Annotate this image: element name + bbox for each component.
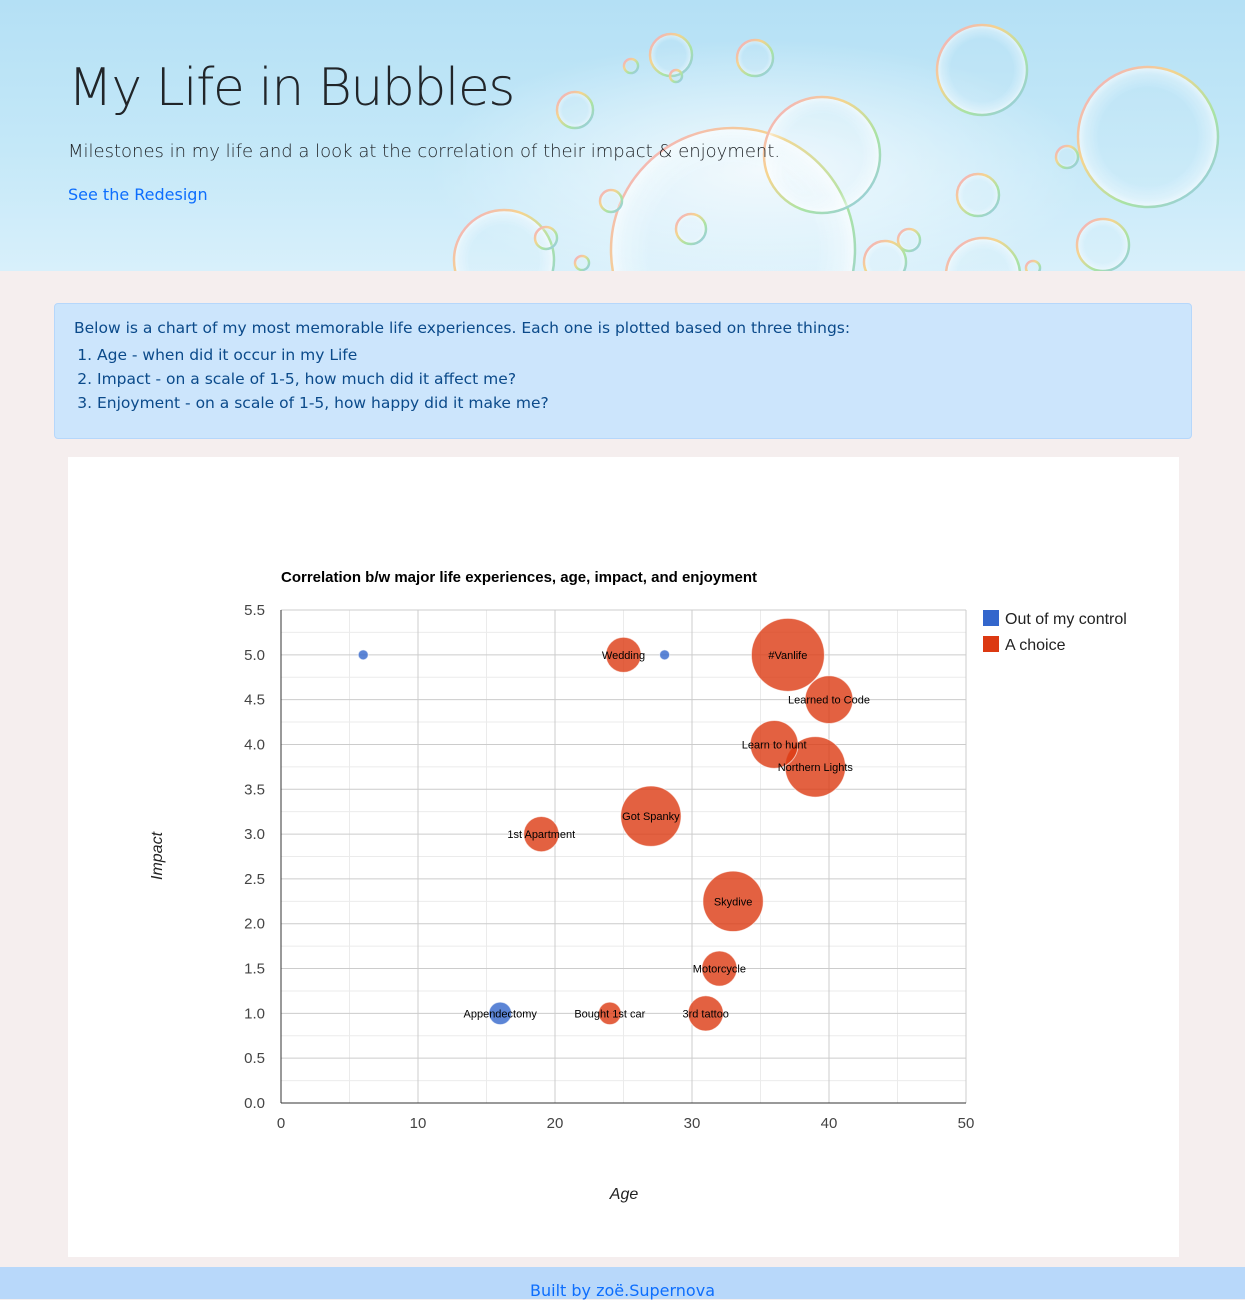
y-tick-label: 2.5 <box>244 871 265 888</box>
bubble-point <box>804 675 854 725</box>
y-tick-label: 1.5 <box>244 961 265 978</box>
bubble-label: Learned to Code <box>788 695 870 707</box>
chart-title: Correlation b/w major life experiences, … <box>281 569 757 586</box>
legend-swatch <box>983 610 999 626</box>
y-tick-label: 1.0 <box>244 1005 265 1022</box>
y-tick-label: 5.5 <box>244 602 265 619</box>
x-axis-label: Age <box>609 1186 639 1203</box>
info-alert: Below is a chart of my most memorable li… <box>54 303 1192 439</box>
y-tick-label: 4.0 <box>244 736 265 753</box>
criteria-list: Age - when did it occur in my Life Impac… <box>73 343 549 415</box>
footer-credit[interactable]: Built by zoë.Supernova <box>530 1281 715 1300</box>
y-tick-label: 0.5 <box>244 1050 265 1067</box>
legend-entry: A choice <box>1005 637 1066 654</box>
criteria-item: Impact - on a scale of 1-5, how much did… <box>97 367 549 391</box>
bubbles-background-image <box>430 23 1220 271</box>
bubble-label: Northern Lights <box>778 762 854 774</box>
bubble-label: #Vanlife <box>768 650 807 662</box>
bubble-label: 1st Apartment <box>507 829 575 841</box>
bubble-point <box>605 636 642 673</box>
x-tick-label: 40 <box>821 1115 838 1132</box>
bubble-label: 3rd tattoo <box>682 1008 728 1020</box>
bubble-point <box>488 1001 513 1026</box>
bubble-point <box>749 720 799 769</box>
bubble-point <box>523 815 560 853</box>
bubble-label: Motorcycle <box>693 964 746 976</box>
bubble-chart: Correlation b/w major life experiences, … <box>149 569 1127 1203</box>
criteria-item: Age - when did it occur in my Life <box>97 343 549 367</box>
y-axis-label: Impact <box>149 831 166 880</box>
page-subtitle: Milestones in my life and a look at the … <box>68 141 781 162</box>
x-tick-label: 10 <box>410 1115 427 1132</box>
bubble-label: Learn to hunt <box>742 739 807 751</box>
info-intro: Below is a chart of my most memorable li… <box>74 319 851 337</box>
page-title: My Life in Bubbles <box>68 58 515 118</box>
bubble-label: Skydive <box>714 896 753 908</box>
bubble-label: Appendectomy <box>464 1008 538 1020</box>
redesign-link[interactable]: See the Redesign <box>68 185 208 204</box>
bubble-label: Got Spanky <box>622 811 680 823</box>
footer: Built by zoë.Supernova <box>0 1267 1245 1300</box>
bubble-point <box>702 870 764 933</box>
bubble-point <box>701 950 738 987</box>
y-tick-label: 0.0 <box>244 1095 265 1112</box>
bubble-label: Wedding <box>602 650 645 662</box>
x-tick-label: 20 <box>547 1115 564 1132</box>
bubble-label: Bought 1st car <box>574 1008 645 1020</box>
bubble-point <box>659 649 671 661</box>
y-tick-label: 3.0 <box>244 826 265 843</box>
legend-entry: Out of my control <box>1005 611 1127 628</box>
chart-card: Correlation b/w major life experiences, … <box>68 457 1179 1257</box>
x-tick-label: 50 <box>958 1115 975 1132</box>
x-tick-label: 0 <box>277 1115 285 1132</box>
hero-banner: My Life in Bubbles Milestones in my life… <box>0 0 1245 271</box>
y-tick-label: 2.0 <box>244 916 265 933</box>
bubble-point <box>357 649 369 661</box>
criteria-item: Enjoyment - on a scale of 1-5, how happy… <box>97 391 549 415</box>
bubble-point <box>784 736 846 798</box>
bubble-point <box>620 785 682 847</box>
y-tick-label: 3.5 <box>244 781 265 798</box>
y-tick-label: 5.0 <box>244 647 265 664</box>
bubble-point <box>687 995 724 1032</box>
y-tick-label: 4.5 <box>244 692 265 709</box>
bubble-point <box>598 1001 622 1026</box>
legend-swatch <box>983 636 999 652</box>
x-tick-label: 30 <box>684 1115 701 1132</box>
bubble-point <box>750 617 825 692</box>
